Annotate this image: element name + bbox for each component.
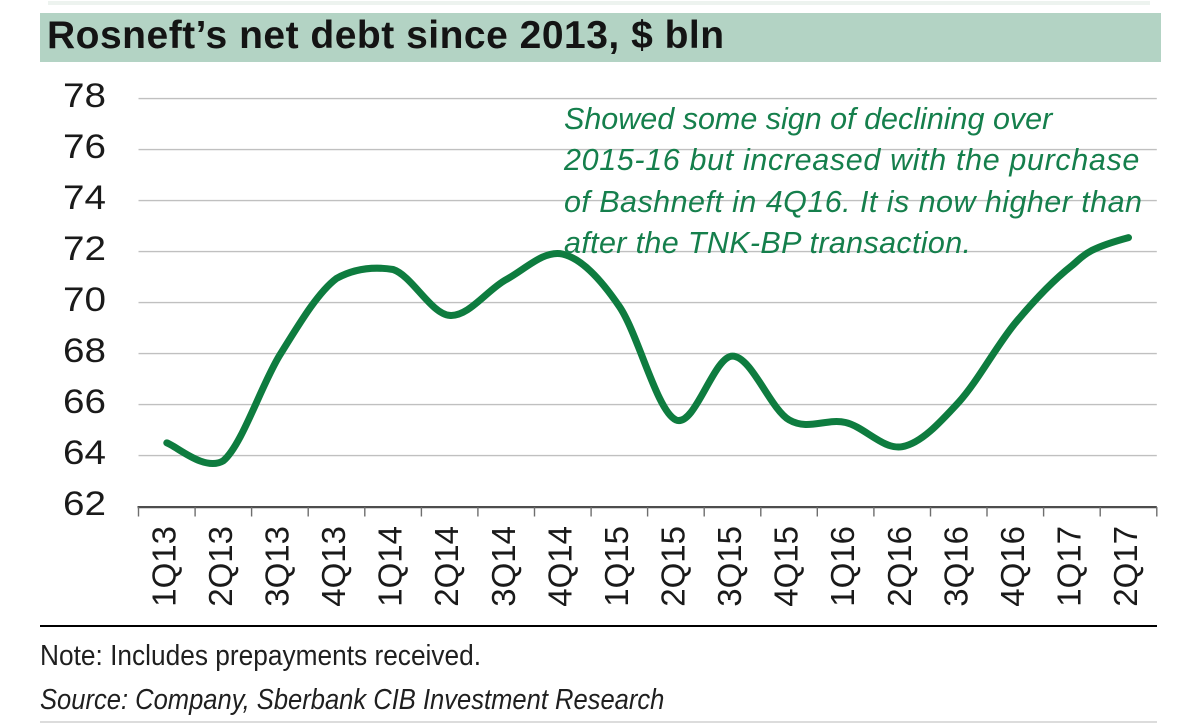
svg-text:1Q14: 1Q14 xyxy=(372,526,409,607)
svg-text:4Q16: 4Q16 xyxy=(994,526,1031,607)
svg-text:1Q15: 1Q15 xyxy=(598,526,635,607)
svg-text:78: 78 xyxy=(63,77,106,115)
svg-text:1Q17: 1Q17 xyxy=(1051,526,1088,607)
svg-text:70: 70 xyxy=(63,281,106,319)
svg-text:2Q14: 2Q14 xyxy=(428,526,465,607)
svg-text:1Q16: 1Q16 xyxy=(824,526,861,607)
svg-text:76: 76 xyxy=(63,128,106,166)
svg-text:2Q13: 2Q13 xyxy=(202,526,239,607)
svg-text:2Q17: 2Q17 xyxy=(1107,526,1144,607)
svg-text:3Q16: 3Q16 xyxy=(937,526,974,607)
svg-text:72: 72 xyxy=(63,230,106,268)
svg-text:66: 66 xyxy=(63,383,106,421)
svg-text:64: 64 xyxy=(63,434,106,472)
svg-text:2Q16: 2Q16 xyxy=(881,526,918,607)
svg-text:3Q13: 3Q13 xyxy=(259,526,296,607)
svg-text:2Q15: 2Q15 xyxy=(655,526,692,607)
svg-text:4Q14: 4Q14 xyxy=(541,526,578,607)
svg-text:62: 62 xyxy=(63,485,106,523)
svg-text:4Q15: 4Q15 xyxy=(768,526,805,607)
svg-text:68: 68 xyxy=(63,332,106,370)
svg-text:74: 74 xyxy=(63,179,106,217)
svg-text:3Q15: 3Q15 xyxy=(711,526,748,607)
svg-text:4Q13: 4Q13 xyxy=(315,526,352,607)
svg-text:3Q14: 3Q14 xyxy=(485,526,522,607)
svg-text:1Q13: 1Q13 xyxy=(145,526,182,607)
